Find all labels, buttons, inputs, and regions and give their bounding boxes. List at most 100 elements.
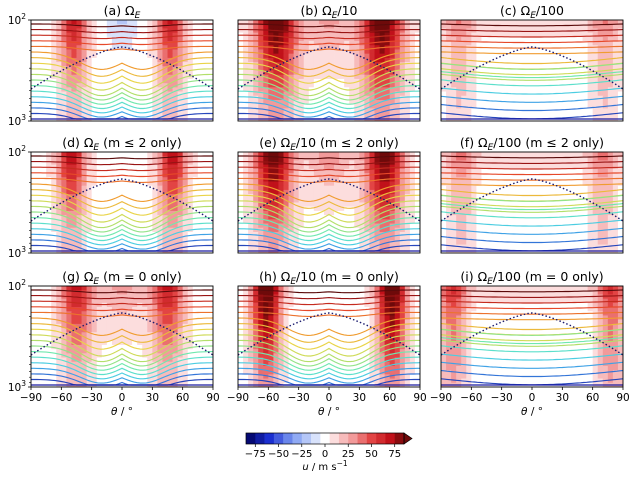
wind-cell <box>97 215 102 220</box>
wind-cell <box>299 58 304 63</box>
wind-cell <box>107 58 112 63</box>
wind-cell <box>314 169 319 174</box>
wind-cell <box>471 100 476 105</box>
wind-cell <box>410 156 415 161</box>
wind-cell <box>147 169 152 174</box>
wind-cell <box>173 169 178 174</box>
wind-cell <box>329 33 334 38</box>
wind-cell <box>613 66 618 71</box>
wind-cell <box>608 45 613 50</box>
wind-cell <box>97 33 102 38</box>
wind-cell <box>527 58 532 63</box>
wind-cell <box>481 79 486 84</box>
wind-cell <box>309 20 314 25</box>
wind-cell <box>572 87 577 92</box>
wind-cell <box>567 169 572 174</box>
wind-cell <box>31 240 36 245</box>
wind-cell <box>456 49 461 54</box>
wind-cell <box>613 41 618 46</box>
wind-cell <box>349 194 354 199</box>
wind-cell <box>97 194 102 199</box>
wind-cell <box>461 186 466 191</box>
wind-cell <box>46 54 51 59</box>
wind-cell <box>451 177 456 182</box>
wind-cell <box>446 24 451 29</box>
wind-cell <box>375 49 380 54</box>
wind-cell <box>364 54 369 59</box>
wind-cell <box>253 24 258 29</box>
wind-cell <box>557 169 562 174</box>
wind-cell <box>248 41 253 46</box>
wind-cell <box>492 37 497 42</box>
wind-cell <box>603 20 608 25</box>
wind-cell <box>157 49 162 54</box>
wind-cell <box>380 152 385 157</box>
wind-cell <box>273 181 278 186</box>
wind-cell <box>562 96 567 101</box>
wind-cell <box>238 24 243 29</box>
wind-cell <box>375 54 380 59</box>
wind-cell <box>552 108 557 113</box>
wind-cell <box>552 113 557 118</box>
wind-cell <box>157 33 162 38</box>
wind-cell <box>258 104 263 109</box>
wind-cell <box>603 177 608 182</box>
panel-plot-area <box>441 152 623 253</box>
wind-cell <box>193 186 198 191</box>
wind-cell <box>603 54 608 59</box>
wind-cell <box>344 177 349 182</box>
wind-cell <box>552 104 557 109</box>
wind-cell <box>97 58 102 63</box>
wind-cell <box>537 104 542 109</box>
wind-cell <box>487 37 492 42</box>
wind-cell <box>319 20 324 25</box>
wind-cell <box>41 24 46 29</box>
wind-cell <box>122 49 127 54</box>
wind-cell <box>578 54 583 59</box>
wind-cell <box>324 58 329 63</box>
wind-cell <box>349 203 354 208</box>
wind-cell <box>238 224 243 229</box>
wind-cell <box>319 152 324 157</box>
wind-cell <box>142 45 147 50</box>
wind-cell <box>309 152 314 157</box>
wind-cell <box>446 186 451 191</box>
wind-cell <box>329 165 334 170</box>
wind-cell <box>344 45 349 50</box>
panel-plot-area <box>441 20 623 121</box>
wind-cell <box>127 33 132 38</box>
wind-cell <box>142 33 147 38</box>
wind-cell <box>304 62 309 67</box>
wind-cell <box>471 169 476 174</box>
wind-cell <box>112 190 117 195</box>
wind-cell <box>253 160 258 165</box>
wind-cell <box>198 108 203 113</box>
wind-cell <box>522 28 527 33</box>
wind-cell <box>157 186 162 191</box>
wind-cell <box>527 54 532 59</box>
wind-cell <box>198 173 203 178</box>
wind-cell <box>527 41 532 46</box>
wind-cell <box>552 156 557 161</box>
wind-cell <box>603 165 608 170</box>
wind-cell <box>97 45 102 50</box>
wind-cell <box>390 33 395 38</box>
wind-cell <box>193 156 198 161</box>
wind-cell <box>329 181 334 186</box>
wind-cell <box>188 236 193 241</box>
wind-cell <box>107 215 112 220</box>
wind-cell <box>162 20 167 25</box>
wind-cell <box>339 33 344 38</box>
wind-cell <box>339 194 344 199</box>
wind-cell <box>354 83 359 88</box>
wind-cell <box>507 156 512 161</box>
wind-cell <box>497 20 502 25</box>
wind-cell <box>395 54 400 59</box>
wind-cell <box>152 33 157 38</box>
wind-cell <box>476 169 481 174</box>
wind-cell <box>178 152 183 157</box>
wind-cell <box>497 37 502 42</box>
wind-cell <box>532 173 537 178</box>
wind-cell <box>92 194 97 199</box>
